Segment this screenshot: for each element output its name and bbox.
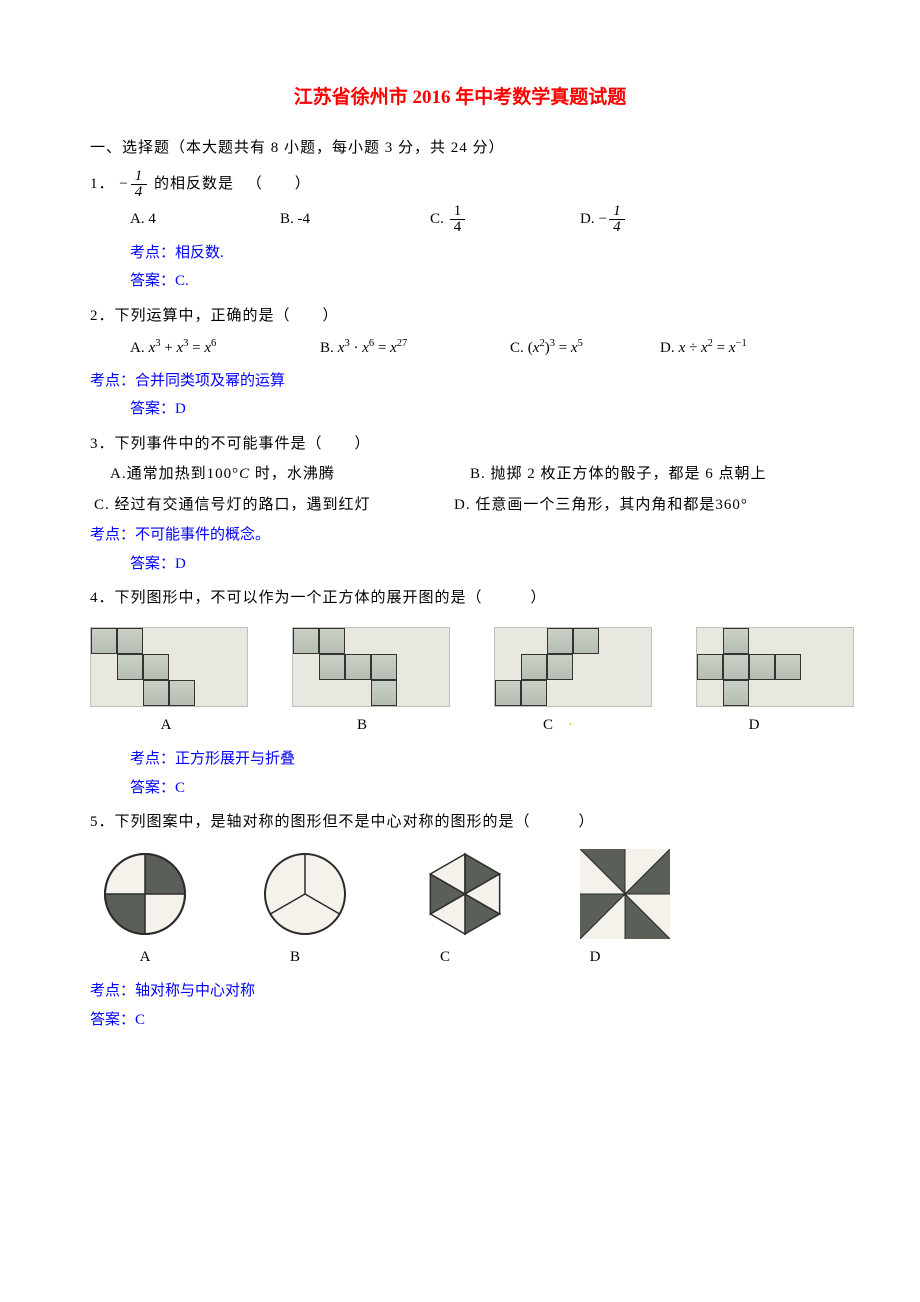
q4-label-d: D (678, 711, 830, 740)
q5-shapes-row (100, 849, 830, 939)
frac-den: 4 (131, 185, 148, 200)
q1-opt-d: D. −14 (580, 204, 720, 235)
q2-opt-d: D. x ÷ x2 = x−1 (660, 334, 800, 363)
cube-net-d (696, 627, 854, 707)
blank-paren: （ ） (239, 170, 319, 199)
cube-net-a (90, 627, 248, 707)
frac-num: 1 (131, 169, 148, 185)
question-2: 2．下列运算中，正确的是（ ） A. x3 + x3 = x6 B. x3 · … (90, 302, 830, 424)
q1-text: 的相反数是 (154, 176, 234, 192)
q3-opt-a: A.通常加热到100°C 时，水沸腾 (110, 460, 470, 489)
neg-sign: − (119, 176, 128, 192)
q1-num: 1． (90, 176, 115, 192)
q4-hint: 考点：正方形展开与折叠 (130, 745, 830, 774)
question-3: 3．下列事件中的不可能事件是（ ） A.通常加热到100°C 时，水沸腾 B. … (90, 430, 830, 579)
q5-answer: 答案：C (90, 1006, 830, 1035)
q5-stem: 5．下列图案中，是轴对称的图形但不是中心对称的图形的是（ ） (90, 808, 830, 837)
q1-opt-b: B. -4 (280, 204, 420, 235)
q2-opt-a: A. x3 + x3 = x6 (130, 334, 310, 363)
q2-opt-b: B. x3 · x6 = x27 (320, 334, 500, 363)
q4-answer: 答案：C (130, 774, 830, 803)
q5-label-b: B (250, 943, 340, 972)
section-1-header: 一、选择题（本大题共有 8 小题，每小题 3 分，共 24 分） (90, 134, 830, 163)
q2-stem: 2．下列运算中，正确的是（ ） (90, 302, 830, 331)
q2-answer: 答案：D (130, 395, 830, 424)
question-4: 4．下列图形中，不可以作为一个正方体的展开图的是（ ） A B C · D 考点… (90, 584, 830, 802)
q3-hint: 考点：不可能事件的概念。 (90, 521, 830, 550)
q4-labels: A B C · D (90, 711, 830, 740)
shape-c-icon (420, 849, 510, 939)
q4-label-b: B (286, 711, 438, 740)
q1-hint: 考点：相反数. (130, 239, 830, 268)
q4-nets-row (90, 627, 830, 707)
cube-net-b (292, 627, 450, 707)
question-1: 1． −14 的相反数是 （ ） A. 4 B. -4 C. 14 D. −14… (90, 169, 830, 296)
q1-opt-c: C. 14 (430, 204, 570, 235)
q2-hint: 考点：合并同类项及幂的运算 (90, 367, 830, 396)
q5-label-c: C (400, 943, 490, 972)
shape-b-icon (260, 849, 350, 939)
q3-opt-b: B. 抛掷 2 枚正方体的骰子，都是 6 点朝上 (470, 460, 767, 489)
q2-opt-c: C. (x2)3 = x5 (510, 334, 650, 363)
q1-opt-a: A. 4 (130, 204, 270, 235)
page-title: 江苏省徐州市 2016 年中考数学真题试题 (90, 80, 830, 116)
q3-stem: 3．下列事件中的不可能事件是（ ） (90, 430, 830, 459)
q4-label-a: A (90, 711, 242, 740)
q3-opt-d: D. 任意画一个三角形，其内角和都是360° (454, 491, 748, 520)
shape-a-icon (100, 849, 190, 939)
q5-label-a: A (100, 943, 190, 972)
shape-d-icon (580, 849, 670, 939)
q1-stem: 1． −14 的相反数是 （ ） (90, 169, 830, 200)
q3-answer: 答案：D (130, 550, 830, 579)
q4-label-c: C (543, 717, 553, 733)
q1-answer: 答案：C. (130, 267, 830, 296)
q4-stem: 4．下列图形中，不可以作为一个正方体的展开图的是（ ） (90, 584, 830, 613)
q3-opt-c: C. 经过有交通信号灯的路口，遇到红灯 (94, 491, 454, 520)
q5-label-d: D (550, 943, 640, 972)
question-5: 5．下列图案中，是轴对称的图形但不是中心对称的图形的是（ ） A B C D 考… (90, 808, 830, 1034)
q5-labels: A B C D (100, 943, 830, 972)
cube-net-c (494, 627, 652, 707)
dot-icon: · (568, 717, 573, 733)
q5-hint: 考点：轴对称与中心对称 (90, 977, 830, 1006)
